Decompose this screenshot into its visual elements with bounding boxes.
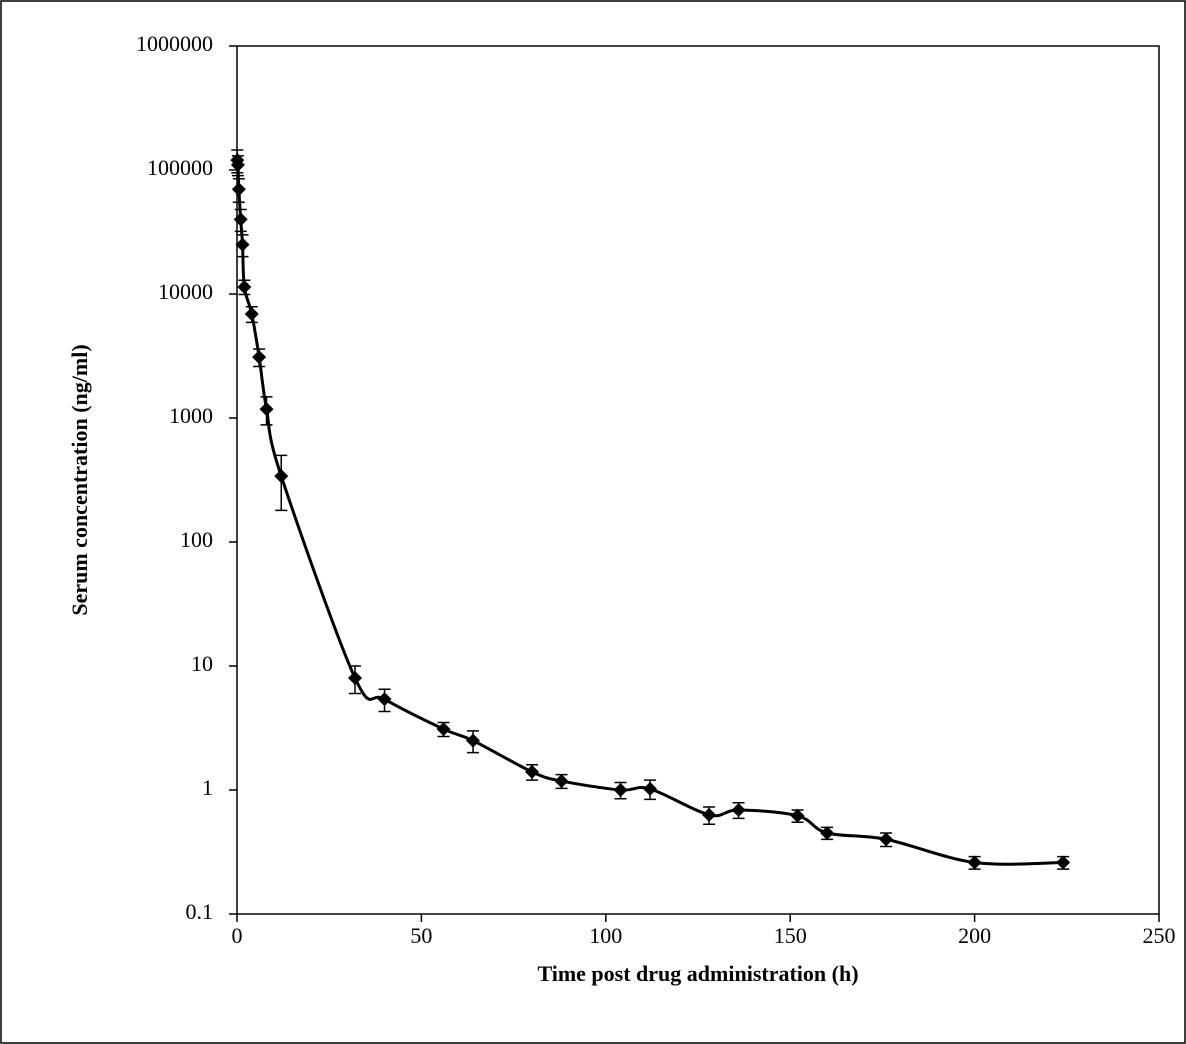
marker: [230, 157, 245, 172]
marker: [967, 855, 982, 870]
marker: [377, 692, 392, 707]
marker: [702, 807, 717, 822]
y-tick-label: 1: [202, 775, 213, 800]
y-tick-label: 1000: [169, 403, 213, 428]
marker: [231, 182, 246, 197]
marker: [259, 402, 274, 417]
x-axis-title: Time post drug administration (h): [537, 961, 858, 986]
y-tick-label: 10000: [158, 279, 213, 304]
marker: [643, 781, 658, 796]
plot-area: [236, 45, 1160, 915]
marker: [235, 237, 250, 252]
marker: [274, 469, 289, 484]
y-tick-label: 100: [180, 527, 213, 552]
line: [235, 159, 1064, 866]
marker: [436, 722, 451, 737]
x-tick-label: 0: [232, 923, 243, 948]
x-tick-label: 50: [410, 923, 432, 948]
x-tick-label: 250: [1143, 923, 1176, 948]
marker: [731, 802, 746, 817]
marker: [237, 279, 252, 294]
y-tick-label: 100000: [147, 155, 213, 180]
x-tick-label: 100: [589, 923, 622, 948]
y-axis-title: Serum concentration (ng/ml): [67, 344, 92, 615]
marker: [252, 350, 267, 365]
y-tick-label: 0.1: [186, 899, 214, 924]
marker: [244, 306, 259, 321]
x-tick-label: 150: [774, 923, 807, 948]
marker: [554, 774, 569, 789]
marker: [466, 733, 481, 748]
y-tick-label: 10: [191, 651, 213, 676]
y-tick-label: 1000000: [136, 31, 213, 56]
marker: [790, 808, 805, 823]
marker: [233, 212, 248, 227]
marker: [820, 826, 835, 841]
marker: [879, 832, 894, 847]
marker: [348, 671, 363, 686]
marker: [525, 764, 540, 779]
marker: [613, 783, 628, 797]
x-tick-label: 200: [958, 923, 991, 948]
marker: [1056, 855, 1071, 870]
